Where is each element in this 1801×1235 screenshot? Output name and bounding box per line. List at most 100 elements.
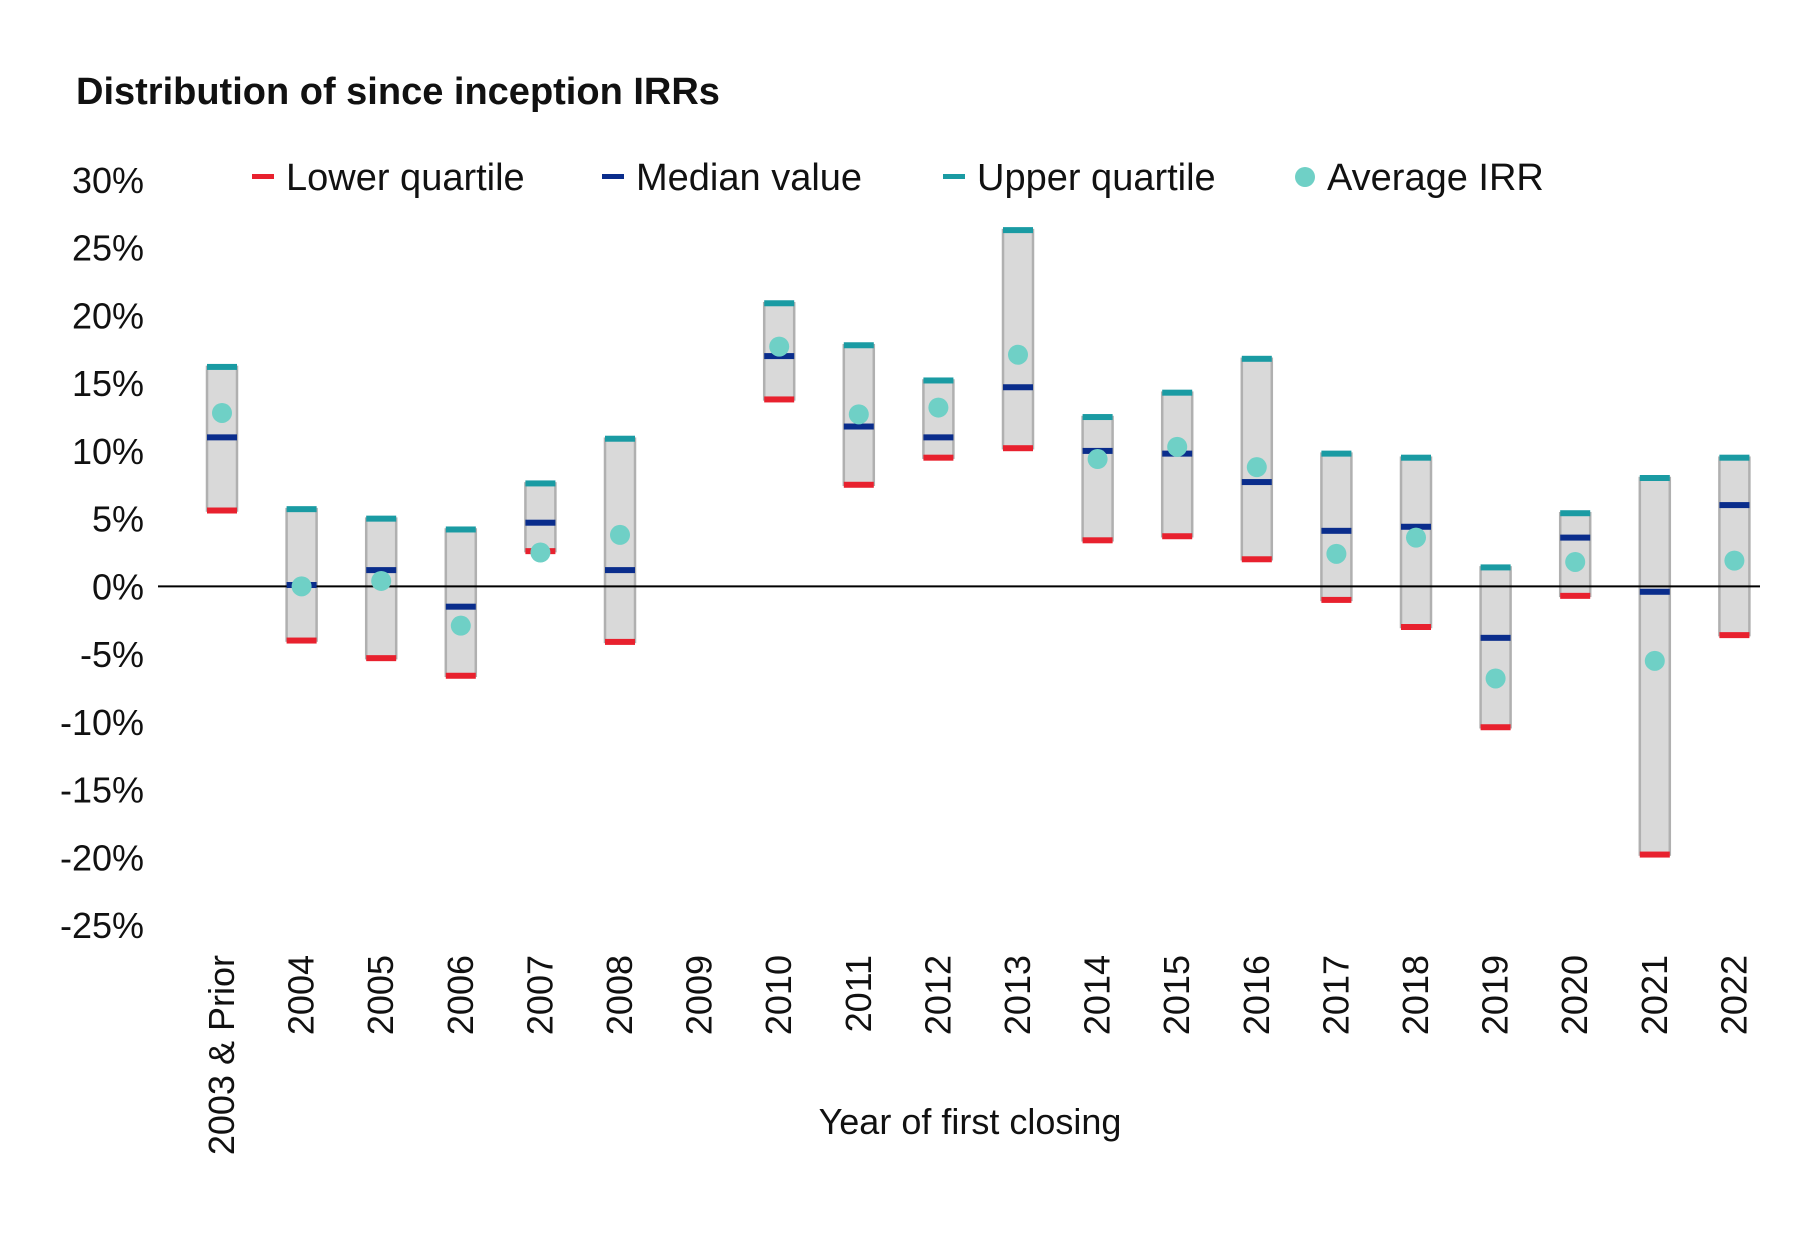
quartile-markers <box>207 227 1750 858</box>
x-tick-label: 2012 <box>917 955 958 1035</box>
median-marker <box>1321 527 1352 534</box>
average-irr-point <box>610 524 630 545</box>
lower-marker <box>1082 537 1113 544</box>
average-irr-point <box>1644 650 1665 671</box>
y-tick-label: 10% <box>72 431 144 472</box>
median-marker <box>207 434 237 441</box>
legend-label: Median value <box>636 157 862 199</box>
y-tick-label: 30% <box>72 160 144 201</box>
upper-marker <box>1560 510 1591 517</box>
average-irr-point <box>371 570 392 591</box>
y-tick-label: -20% <box>60 837 144 878</box>
x-tick-label: 2014 <box>1077 955 1118 1035</box>
upper-marker <box>1321 450 1352 457</box>
lower-marker <box>1003 445 1033 452</box>
legend-item-median: Median value <box>602 157 862 199</box>
lower-marker <box>923 454 954 461</box>
range-bar <box>1160 391 1194 538</box>
legend-label: Upper quartile <box>977 157 1216 199</box>
upper-marker <box>1639 475 1670 481</box>
average-irr-point <box>1087 449 1108 470</box>
x-axis: 2003 & Prior 2004 2005 2006 2007 2008 2009 2010… <box>201 955 1754 1155</box>
range-bar <box>1081 415 1114 542</box>
x-tick-label: 2019 <box>1475 955 1516 1035</box>
x-tick-label: 2021 <box>1634 955 1675 1035</box>
x-tick-label: 2004 <box>281 955 322 1035</box>
x-axis-title: Year of first closing <box>819 1101 1122 1142</box>
legend-label: Lower quartile <box>286 157 525 199</box>
range-bar <box>1320 452 1353 602</box>
x-tick-label: 2020 <box>1554 955 1595 1035</box>
average-irr-point <box>769 336 790 357</box>
y-tick-label: -15% <box>60 770 144 811</box>
lower-marker <box>1480 724 1511 731</box>
lower-marker <box>1401 624 1431 630</box>
upper-marker <box>1719 454 1750 461</box>
lower-marker <box>764 396 795 403</box>
y-tick-label: 0% <box>92 566 144 607</box>
upper-marker <box>1082 414 1113 421</box>
average-irr-point <box>928 397 949 418</box>
x-tick-label: 2008 <box>599 955 640 1035</box>
average-irr-point <box>1565 551 1586 572</box>
legend: Lower quartile Median value Upper quartile… <box>252 157 1544 199</box>
upper-marker <box>843 342 874 349</box>
range-bar <box>922 379 955 459</box>
lower-marker <box>843 481 874 488</box>
range-bar <box>1558 511 1592 598</box>
legend-label: Average IRR <box>1327 157 1544 199</box>
upper-marker <box>366 515 397 522</box>
range-bars <box>205 228 1751 856</box>
range-bar <box>285 507 318 642</box>
y-tick-label: -10% <box>60 702 144 743</box>
lower-marker <box>207 507 237 514</box>
range-bar <box>1718 456 1751 637</box>
legend-item-upper: Upper quartile <box>943 157 1216 199</box>
average-irr-point <box>1167 436 1188 457</box>
upper-marker <box>923 377 954 384</box>
lower-marker <box>1560 592 1591 599</box>
average-irr-point <box>1246 457 1267 478</box>
median-marker <box>1401 523 1431 530</box>
x-tick-label: 2016 <box>1236 955 1277 1035</box>
x-tick-label: 2022 <box>1713 955 1754 1035</box>
legend-swatch <box>602 174 624 179</box>
average-irr-point <box>848 404 869 425</box>
median-marker <box>923 434 954 441</box>
median-marker <box>445 603 476 610</box>
median-marker <box>525 519 556 526</box>
upper-marker <box>1162 389 1193 396</box>
upper-marker <box>1241 355 1272 362</box>
x-tick-label: 2007 <box>519 955 560 1035</box>
average-irr-point <box>1326 543 1347 564</box>
range-bar <box>524 482 557 553</box>
median-marker <box>605 567 635 574</box>
median-marker <box>1480 634 1511 641</box>
average-irr-point <box>291 576 312 597</box>
median-marker <box>1560 534 1591 541</box>
legend-item-average: Average IRR <box>1295 157 1544 199</box>
median-marker <box>843 423 874 430</box>
average-irr-point <box>1406 527 1426 548</box>
upper-marker <box>286 506 317 513</box>
lower-marker <box>605 638 635 645</box>
legend-item-lower: Lower quartile <box>252 157 525 199</box>
median-marker <box>366 567 397 574</box>
y-tick-label: 25% <box>72 228 144 269</box>
upper-marker <box>1003 227 1033 234</box>
range-bar <box>444 528 478 678</box>
range-bar <box>1001 228 1035 450</box>
median-marker <box>1241 479 1272 486</box>
upper-marker <box>764 300 795 307</box>
x-tick-label: 2015 <box>1156 955 1197 1035</box>
median-marker <box>1639 588 1670 595</box>
average-irr-point <box>1008 344 1028 365</box>
legend-swatch <box>1295 167 1315 187</box>
lower-marker <box>1639 851 1670 858</box>
chart-title: Distribution of since inception IRRs <box>76 71 720 113</box>
y-tick-label: -25% <box>60 905 144 946</box>
x-tick-label: 2010 <box>758 955 799 1035</box>
median-marker <box>1719 502 1750 509</box>
y-tick-label: 15% <box>72 363 144 404</box>
